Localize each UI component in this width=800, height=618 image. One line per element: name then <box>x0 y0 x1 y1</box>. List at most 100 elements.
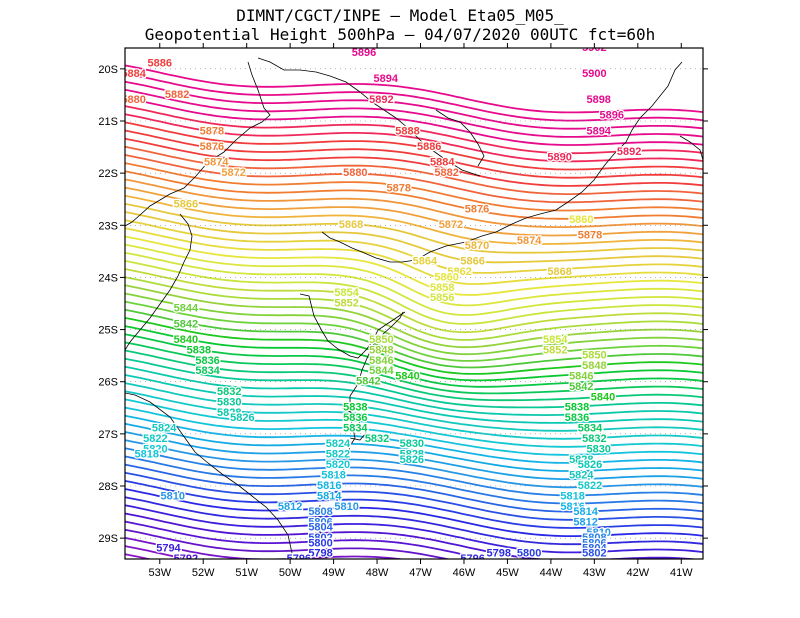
contour-label: 5820 <box>326 459 350 471</box>
lon-tick-label: 44W <box>540 567 563 579</box>
contour-line-5850 <box>125 276 703 341</box>
contour-label: 5812 <box>573 516 597 528</box>
contour-label: 5842 <box>356 376 380 388</box>
contour-label: 5894 <box>374 73 399 85</box>
contour-line-5874 <box>125 178 703 228</box>
contour-label: 5838 <box>565 402 589 414</box>
contour-label: 5800 <box>308 537 332 549</box>
contour-line-5792 <box>125 512 701 559</box>
contour-label: 5824 <box>152 423 177 435</box>
contour-label: 5852 <box>543 344 567 356</box>
contour-line-5876 <box>125 170 703 220</box>
contour-label: 5882 <box>165 89 189 101</box>
contour-label: 5884 <box>430 157 455 169</box>
contour-label: 5878 <box>200 125 224 137</box>
map-title-line1: DIMNT/CGCT/INPE – Model Eta05_M05_ <box>236 6 564 25</box>
contour-label: 5826 <box>400 454 424 466</box>
contour-label: 5836 <box>195 355 219 367</box>
contour-label: 5874 <box>204 157 229 169</box>
lon-tick-label: 47W <box>409 567 432 579</box>
contour-label: 5822 <box>578 480 602 492</box>
contour-label: 5876 <box>200 141 224 153</box>
contour-line-5822 <box>125 390 703 440</box>
contour-line-5838 <box>125 325 703 382</box>
contour-line-5888 <box>125 121 703 171</box>
contour-label: 5880 <box>121 94 145 106</box>
contour-label: 5822 <box>143 433 167 445</box>
contour-label: 5824 <box>326 438 351 450</box>
contour-label: 5828 <box>217 407 241 419</box>
contour-line-5870 <box>125 194 703 245</box>
lat-tick-label: 28S <box>98 481 118 493</box>
contour-label: 5842 <box>174 318 198 330</box>
contour-line-5824 <box>125 382 703 432</box>
contour-label: 5816 <box>560 501 584 513</box>
contour-label: 5876 <box>465 204 489 216</box>
lat-tick-label: 20S <box>98 64 118 76</box>
contour-line-5812 <box>125 431 703 481</box>
contour-line-5830 <box>125 357 703 409</box>
contour-label: 5808 <box>582 532 606 544</box>
contour-label: 5802 <box>582 548 606 560</box>
contour-line-5844 <box>125 300 703 362</box>
contour-line-5826 <box>125 374 703 424</box>
contour-label: 5826 <box>578 459 602 471</box>
contour-line-5828 <box>125 365 703 417</box>
contour-lines <box>112 64 712 618</box>
contour-line-5852 <box>125 268 703 334</box>
contour-label: 5868 <box>339 219 363 231</box>
contour-line-5800 <box>125 479 703 529</box>
lat-tick-label: 26S <box>98 377 118 389</box>
lat-tick-label: 22S <box>98 168 118 180</box>
contour-label: 5880 <box>343 167 367 179</box>
contour-label: 5818 <box>560 490 584 502</box>
contour-label: 5884 <box>121 68 146 80</box>
contour-line-5900 <box>125 72 703 122</box>
contour-label: 5872 <box>439 219 463 231</box>
contour-label: 5812 <box>278 501 302 513</box>
contour-label: 5796 <box>287 553 311 565</box>
contour-label: 5826 <box>230 412 254 424</box>
contour-line-5820 <box>125 398 703 448</box>
contour-label: 5804 <box>308 522 333 534</box>
contour-line-5892 <box>125 105 703 155</box>
contour-label: 5858 <box>430 282 454 294</box>
contour-line-5872 <box>125 186 703 237</box>
contour-label: 5810 <box>334 501 358 513</box>
contour-line-5776 <box>112 576 712 618</box>
contour-label: 5898 <box>586 94 610 106</box>
contour-label: 5820 <box>143 443 167 455</box>
lat-tick-label: 21S <box>98 116 118 128</box>
contour-label: 5822 <box>326 449 350 461</box>
lon-tick-label: 41W <box>670 567 693 579</box>
contour-label: 5900 <box>582 68 606 80</box>
lon-tick-label: 45W <box>496 567 519 579</box>
contour-label: 5878 <box>387 183 411 195</box>
contour-label: 5886 <box>417 141 441 153</box>
contour-labels: 5886588458825880587858765874587258665896… <box>121 42 643 565</box>
lon-tick-label: 51W <box>235 567 258 579</box>
contour-label: 5852 <box>334 297 358 309</box>
contour-label: 5836 <box>343 412 367 424</box>
contour-label: 5868 <box>547 266 571 278</box>
contour-line-5818 <box>125 406 703 456</box>
contour-label: 5818 <box>134 449 158 461</box>
contour-label: 5830 <box>217 396 241 408</box>
contour-label: 5834 <box>578 423 603 435</box>
lat-tick-label: 27S <box>98 429 118 441</box>
contour-label: 5848 <box>582 360 606 372</box>
contour-label: 5902 <box>582 42 606 54</box>
contour-line-5856 <box>125 251 703 316</box>
contour-label: 5806 <box>308 516 332 528</box>
contour-line-5884 <box>125 137 703 187</box>
contour-label: 5840 <box>591 391 615 403</box>
plot-frame <box>124 47 704 560</box>
contour-label: 5878 <box>578 230 602 242</box>
contour-line-5802 <box>125 471 703 521</box>
contour-label: 5836 <box>565 412 589 424</box>
contour-label: 5892 <box>617 146 641 158</box>
contour-line-5836 <box>125 333 703 388</box>
contour-label: 5860 <box>569 214 593 226</box>
contour-label: 5832 <box>582 433 606 445</box>
